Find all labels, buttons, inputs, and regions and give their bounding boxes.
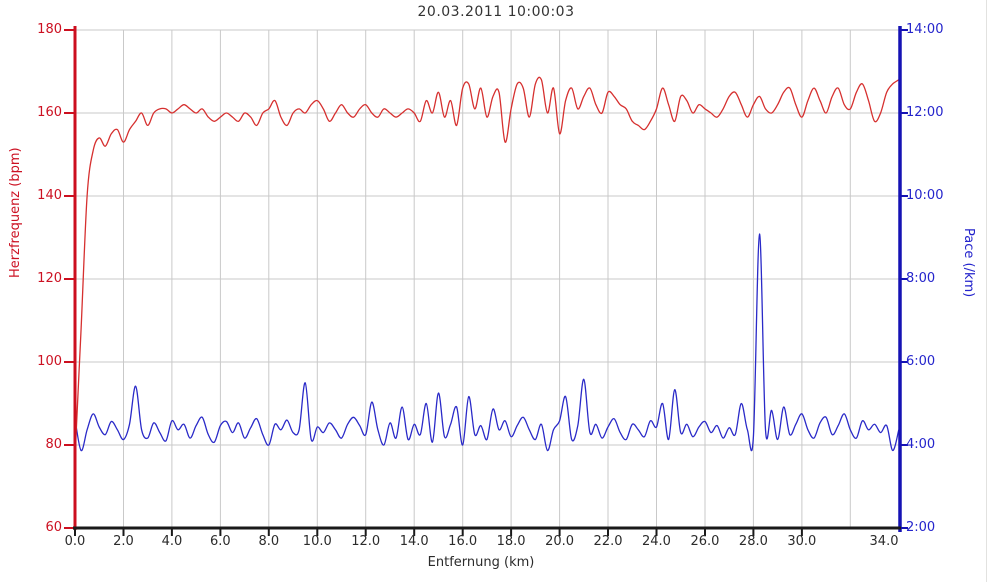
right-axis-title: Pace (/km) (961, 228, 976, 298)
chart-title: 20.03.2011 10:00:03 (417, 4, 575, 20)
x-tick-label: 0.0 (64, 534, 86, 549)
y-right-tick-label: 14:00 (906, 22, 944, 37)
x-tick-label: 6.0 (210, 534, 231, 549)
x-tick-label: 16.0 (448, 534, 478, 549)
y-right-tick-label: 4:00 (906, 437, 936, 452)
pace-line (75, 233, 900, 452)
x-tick-label: 24.0 (642, 534, 671, 549)
y-left-tick-label: 60 (45, 520, 62, 535)
x-tick-label: 12.0 (351, 534, 381, 549)
left-axis-title: Herzfrequenz (bpm) (8, 147, 23, 278)
y-left-tick-label: 120 (37, 271, 62, 286)
y-left-tick-label: 100 (37, 354, 62, 369)
x-tick-label: 2.0 (113, 534, 134, 549)
y-left-tick-label: 180 (37, 22, 62, 37)
x-tick-label: 30.0 (787, 534, 817, 549)
x-tick-label: 28.0 (738, 534, 768, 549)
panel-right-border (986, 0, 987, 582)
x-tick-label: 26.0 (690, 534, 720, 549)
y-right-tick-label: 8:00 (906, 271, 936, 286)
x-tick-label: 4.0 (161, 534, 183, 549)
x-tick-label: 10.0 (302, 534, 332, 549)
y-right-tick-label: 10:00 (906, 188, 944, 203)
y-right-tick-label: 2:00 (906, 520, 936, 535)
x-tick-label: 34.0 (869, 534, 899, 549)
x-tick-label: 18.0 (496, 534, 526, 549)
y-left-tick-label: 80 (45, 437, 62, 452)
y-right-tick-label: 6:00 (906, 354, 936, 369)
x-tick-label: 8.0 (258, 534, 280, 549)
heart-rate-line (75, 76, 900, 458)
x-axis-title: Entfernung (km) (427, 555, 535, 570)
y-left-tick-label: 160 (37, 105, 62, 120)
x-tick-label: 22.0 (593, 534, 623, 549)
x-tick-label: 20.0 (545, 534, 575, 549)
y-right-tick-label: 12:00 (906, 105, 944, 120)
y-left-tick-label: 140 (37, 188, 62, 203)
x-tick-label: 14.0 (399, 534, 429, 549)
